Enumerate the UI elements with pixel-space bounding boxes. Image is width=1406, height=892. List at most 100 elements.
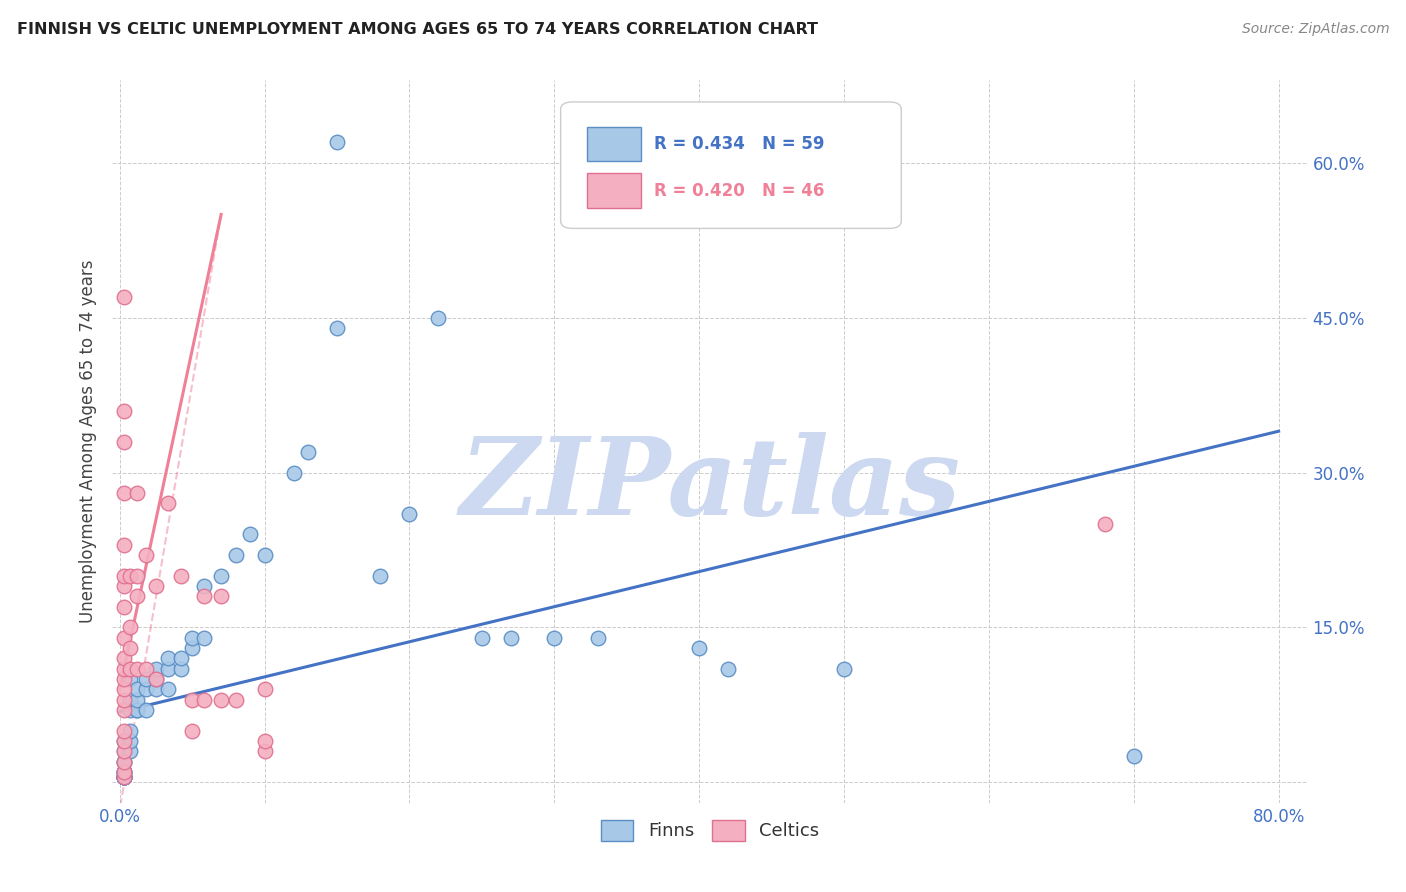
Point <box>112 538 135 552</box>
Point <box>112 290 135 304</box>
Point <box>499 631 522 645</box>
Point <box>181 640 204 655</box>
Point <box>398 507 420 521</box>
Point <box>471 631 494 645</box>
Point <box>209 568 232 582</box>
Point <box>112 764 135 779</box>
Text: R = 0.434   N = 59: R = 0.434 N = 59 <box>654 135 824 153</box>
Point <box>112 764 135 779</box>
Point <box>118 744 141 758</box>
Point <box>127 692 149 706</box>
Point <box>156 682 179 697</box>
Point <box>112 770 135 784</box>
Text: Source: ZipAtlas.com: Source: ZipAtlas.com <box>1241 22 1389 37</box>
Point <box>112 770 135 784</box>
Point <box>169 651 191 665</box>
Point <box>225 548 247 562</box>
Point <box>586 631 609 645</box>
Point <box>112 723 135 738</box>
Point <box>145 579 167 593</box>
Point <box>118 723 141 738</box>
Point <box>135 548 157 562</box>
Point <box>112 734 135 748</box>
Point <box>193 590 215 604</box>
Point <box>427 310 450 325</box>
Point <box>112 770 135 784</box>
Point <box>127 662 149 676</box>
Y-axis label: Unemployment Among Ages 65 to 74 years: Unemployment Among Ages 65 to 74 years <box>79 260 97 624</box>
Point <box>112 770 135 784</box>
Point <box>253 734 276 748</box>
Text: ZIPatlas: ZIPatlas <box>460 432 960 538</box>
Point <box>112 744 135 758</box>
Point <box>297 445 319 459</box>
Point <box>127 568 149 582</box>
Point <box>112 682 135 697</box>
Point <box>717 662 740 676</box>
Point <box>112 734 135 748</box>
Point <box>118 662 141 676</box>
Point <box>112 770 135 784</box>
Point <box>112 764 135 779</box>
Point <box>543 631 565 645</box>
Point <box>326 321 349 335</box>
FancyBboxPatch shape <box>586 127 641 161</box>
Point <box>118 703 141 717</box>
Point <box>112 770 135 784</box>
Point <box>1094 517 1116 532</box>
Point <box>370 568 392 582</box>
Point <box>127 703 149 717</box>
Point <box>112 434 135 449</box>
FancyBboxPatch shape <box>586 173 641 208</box>
Point <box>135 662 157 676</box>
Point <box>169 662 191 676</box>
Point <box>209 590 232 604</box>
Point <box>112 755 135 769</box>
Point <box>1122 749 1144 764</box>
Point <box>688 640 710 655</box>
Point <box>127 590 149 604</box>
Point <box>112 662 135 676</box>
Point <box>181 723 204 738</box>
Point <box>112 599 135 614</box>
Point <box>112 403 135 417</box>
Point <box>112 631 135 645</box>
Point <box>145 682 167 697</box>
Point <box>193 631 215 645</box>
Point <box>135 672 157 686</box>
Point <box>145 672 167 686</box>
Point <box>118 734 141 748</box>
Point <box>112 703 135 717</box>
FancyBboxPatch shape <box>561 102 901 228</box>
Point <box>193 579 215 593</box>
Point <box>253 548 276 562</box>
Point <box>112 486 135 500</box>
Point <box>118 620 141 634</box>
Point <box>112 755 135 769</box>
Point <box>112 764 135 779</box>
Point <box>832 662 855 676</box>
Point <box>118 568 141 582</box>
Point <box>253 682 276 697</box>
Point <box>127 703 149 717</box>
Point <box>169 568 191 582</box>
Point <box>326 135 349 149</box>
Point <box>112 568 135 582</box>
Point <box>112 579 135 593</box>
Point <box>118 640 141 655</box>
Point <box>112 672 135 686</box>
Point <box>145 662 167 676</box>
Point <box>225 692 247 706</box>
Point <box>112 692 135 706</box>
Point <box>253 744 276 758</box>
Point <box>156 662 179 676</box>
Point <box>112 770 135 784</box>
Text: FINNISH VS CELTIC UNEMPLOYMENT AMONG AGES 65 TO 74 YEARS CORRELATION CHART: FINNISH VS CELTIC UNEMPLOYMENT AMONG AGE… <box>17 22 818 37</box>
Point <box>239 527 262 541</box>
Point <box>127 486 149 500</box>
Point <box>112 651 135 665</box>
Point <box>112 770 135 784</box>
Point <box>156 496 179 510</box>
Point <box>193 692 215 706</box>
Point <box>135 703 157 717</box>
